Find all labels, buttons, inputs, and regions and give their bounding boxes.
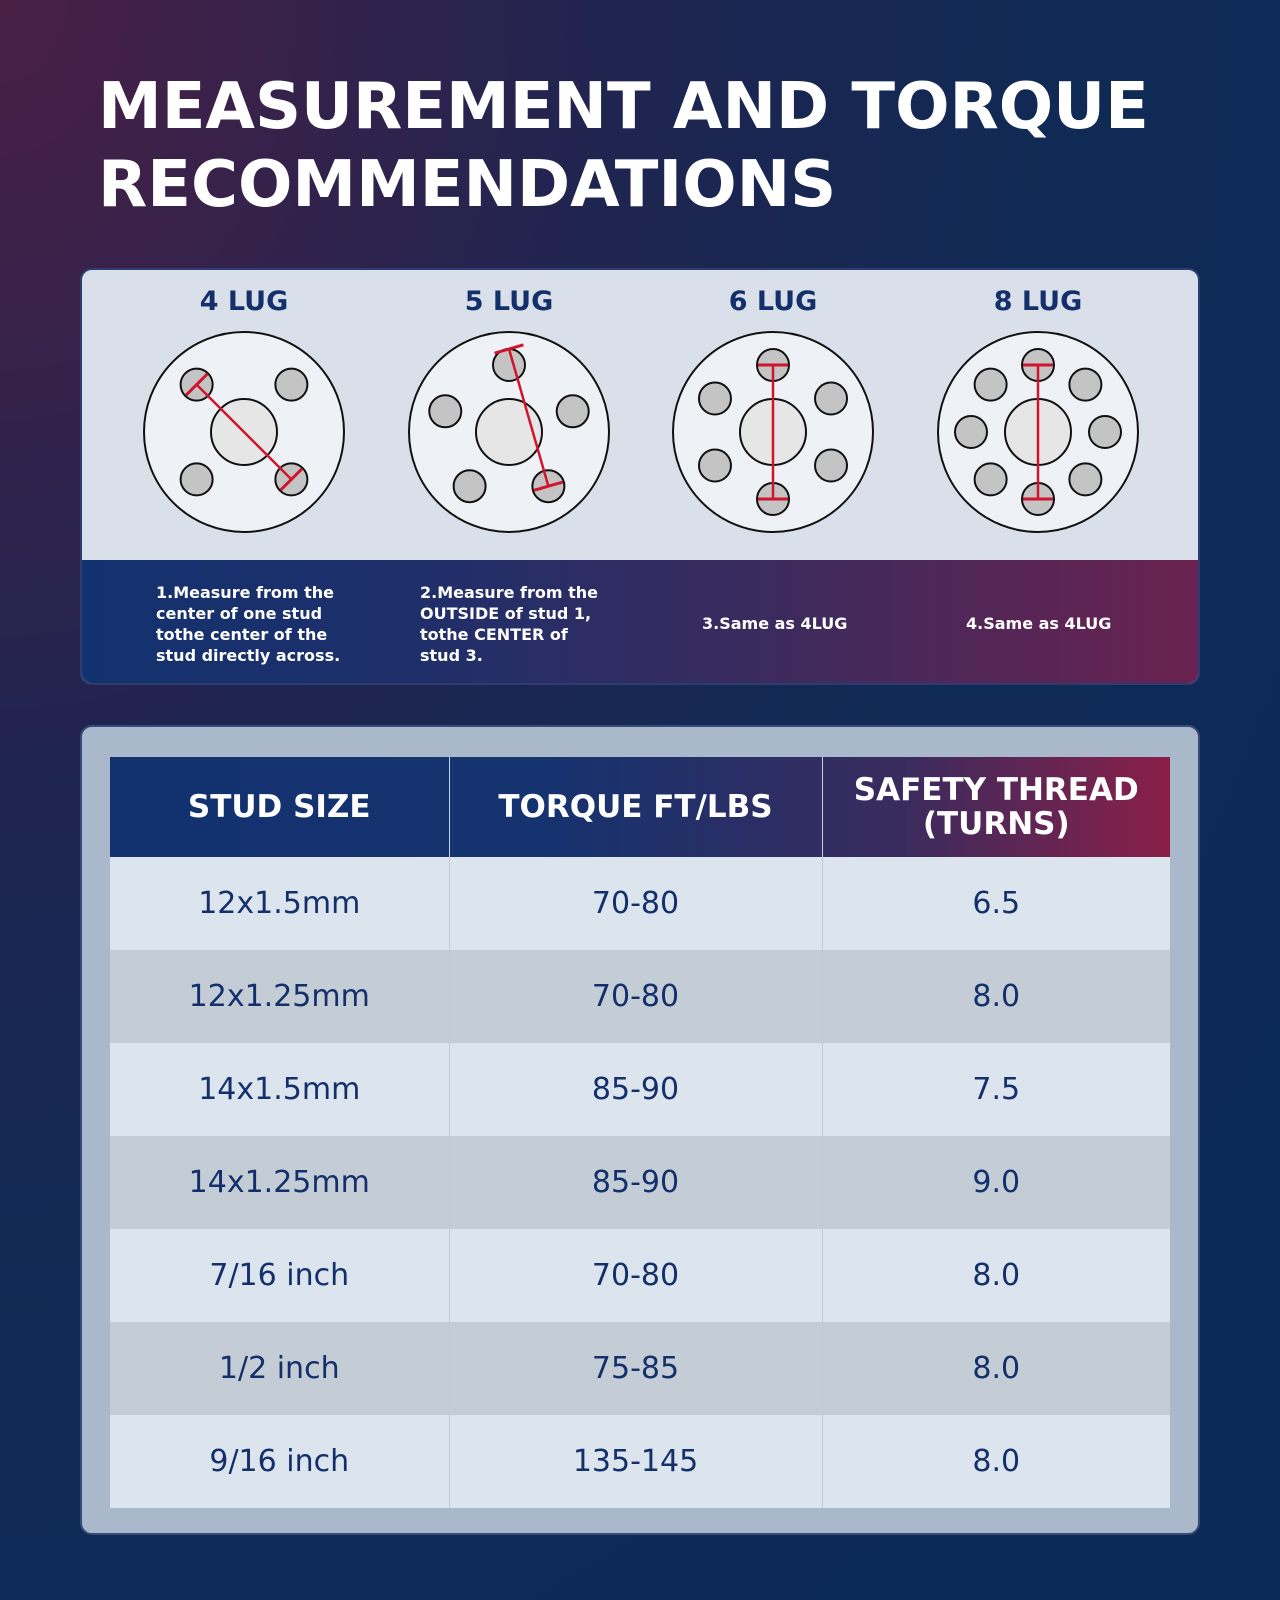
table-row: 14x1.25mm 85-90 9.0 — [110, 1136, 1170, 1229]
cell-stud-size: 9/16 inch — [110, 1415, 450, 1508]
stud-hole — [973, 462, 1008, 497]
cell-safety-thread: 8.0 — [972, 979, 1021, 1014]
caption-6-lug: 3.Same as 4LUG — [702, 614, 848, 633]
instructions-band: 1.Measure from the center of one stud toth… — [82, 560, 1198, 683]
lug-label-5: 5 LUG — [464, 286, 554, 317]
table-row: 14x1.5mm 85-90 7.5 — [110, 1043, 1170, 1136]
table-header-row: STUD SIZE TORQUE FT/LBS SAFETY THREAD (TU… — [110, 757, 1170, 857]
cell-safety-thread: 7.5 — [972, 1072, 1021, 1107]
caption-8-lug: 4.Same as 4LUG — [966, 614, 1112, 633]
lug-label-4: 4 LUG — [199, 286, 289, 317]
title-line-1: MEASUREMENT AND TORQUE — [98, 70, 1149, 144]
stud-hole — [428, 394, 463, 429]
stud-hole — [452, 469, 487, 504]
center-bore — [475, 398, 543, 466]
cell-stud-size: 14x1.5mm — [110, 1043, 450, 1136]
measurement-tick — [533, 480, 564, 492]
page-title: MEASUREMENT AND TORQUE RECOMMENDATIONS — [98, 68, 1149, 224]
stud-hole — [954, 415, 988, 449]
stud-hole — [1068, 367, 1103, 402]
cell-stud-size: 12x1.5mm — [110, 857, 450, 950]
cell-stud-size: 14x1.25mm — [110, 1136, 450, 1229]
cell-torque: 70-80 — [449, 950, 823, 1043]
stud-hole — [697, 448, 732, 483]
table-row: 12x1.5mm 70-80 6.5 — [110, 857, 1170, 950]
caption-5-lug: 2.Measure from the OUTSIDE of stud 1, toth… — [420, 582, 598, 665]
measurement-line — [507, 348, 550, 487]
header-torque: TORQUE FT/LBS — [449, 757, 823, 857]
cell-stud-size: 12x1.25mm — [110, 950, 450, 1043]
measurement-tick — [184, 372, 209, 397]
header-stud-size: STUD SIZE — [110, 757, 450, 857]
measurement-line — [195, 383, 293, 481]
table-row: 12x1.25mm 70-80 8.0 — [110, 950, 1170, 1043]
cell-torque: 70-80 — [449, 857, 823, 950]
measurement-tick — [494, 343, 524, 355]
stud-hole — [179, 462, 214, 497]
cell-torque: 70-80 — [449, 1229, 823, 1322]
cell-stud-size: 7/16 inch — [110, 1229, 450, 1322]
torque-table: STUD SIZE TORQUE FT/LBS SAFETY THREAD (TU… — [110, 757, 1170, 1508]
lug-label-6: 6 LUG — [728, 286, 818, 317]
cell-torque: 85-90 — [449, 1043, 823, 1136]
cell-safety-thread: 6.5 — [972, 886, 1021, 921]
title-line-2: RECOMMENDATIONS — [98, 148, 837, 222]
stud-hole — [1088, 415, 1122, 449]
cell-safety-thread: 9.0 — [972, 1165, 1021, 1200]
cell-safety-thread: 8.0 — [972, 1444, 1021, 1479]
cell-torque: 75-85 — [449, 1322, 823, 1415]
torque-table-panel: STUD SIZE TORQUE FT/LBS SAFETY THREAD (TU… — [80, 725, 1200, 1535]
wheel-diagrams — [143, 331, 1139, 533]
caption-4-lug: 1.Measure from the center of one stud toth… — [156, 582, 341, 665]
cell-torque: 85-90 — [449, 1136, 823, 1229]
measurement-tick — [279, 467, 304, 492]
stud-hole — [274, 367, 309, 402]
cell-torque: 135-145 — [449, 1415, 823, 1508]
table-row: 9/16 inch 135-145 8.0 — [110, 1415, 1170, 1508]
cell-stud-size: 1/2 inch — [110, 1322, 450, 1415]
stud-hole — [814, 448, 849, 483]
table-row: 1/2 inch 75-85 8.0 — [110, 1322, 1170, 1415]
table-row: 7/16 inch 70-80 8.0 — [110, 1229, 1170, 1322]
stud-hole — [492, 348, 526, 382]
lug-label-8: 8 LUG — [993, 286, 1083, 317]
cell-safety-thread: 8.0 — [972, 1351, 1021, 1386]
lug-pattern-panel: 4 LUG 5 LUG 6 LUG 8 LUG 1.Measure from t… — [80, 268, 1200, 685]
stud-hole — [814, 381, 849, 416]
stud-hole — [555, 394, 590, 429]
cell-safety-thread: 8.0 — [972, 1258, 1021, 1293]
stud-hole — [973, 367, 1008, 402]
stud-hole — [1068, 462, 1103, 497]
stud-hole — [697, 381, 732, 416]
header-safety-thread: SAFETY THREAD (TURNS) — [853, 772, 1139, 842]
